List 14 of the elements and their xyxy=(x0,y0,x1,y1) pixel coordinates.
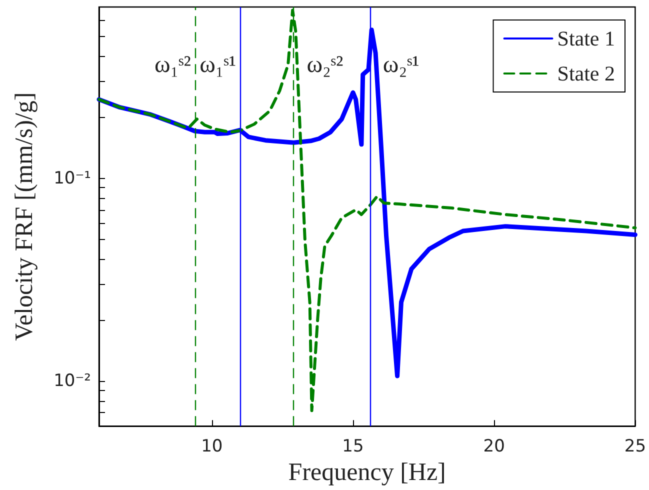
y-tick-label: 10⁻² xyxy=(54,371,91,392)
ref-line-label: ω₂ˢ¹ xyxy=(382,52,420,78)
ref-line-label: ω₁ˢ² xyxy=(154,52,191,78)
y-axis-title: Velocity FRF [(mm/s)/g] xyxy=(11,92,38,341)
x-tick-label: 25 xyxy=(624,436,646,457)
x-tick-label: 10 xyxy=(201,436,223,457)
ref-line-label: ω₁ˢ¹ xyxy=(200,52,236,78)
legend-label: State 2 xyxy=(557,62,616,86)
legend-label: State 1 xyxy=(557,26,616,50)
ref-line-label: ω₂ˢ² xyxy=(306,52,344,78)
x-tick-label: 20 xyxy=(483,436,505,457)
y-tick-label: 10⁻¹ xyxy=(54,168,91,188)
x-tick-label: 15 xyxy=(342,436,364,457)
x-axis-title: Frequency [Hz] xyxy=(288,459,446,486)
